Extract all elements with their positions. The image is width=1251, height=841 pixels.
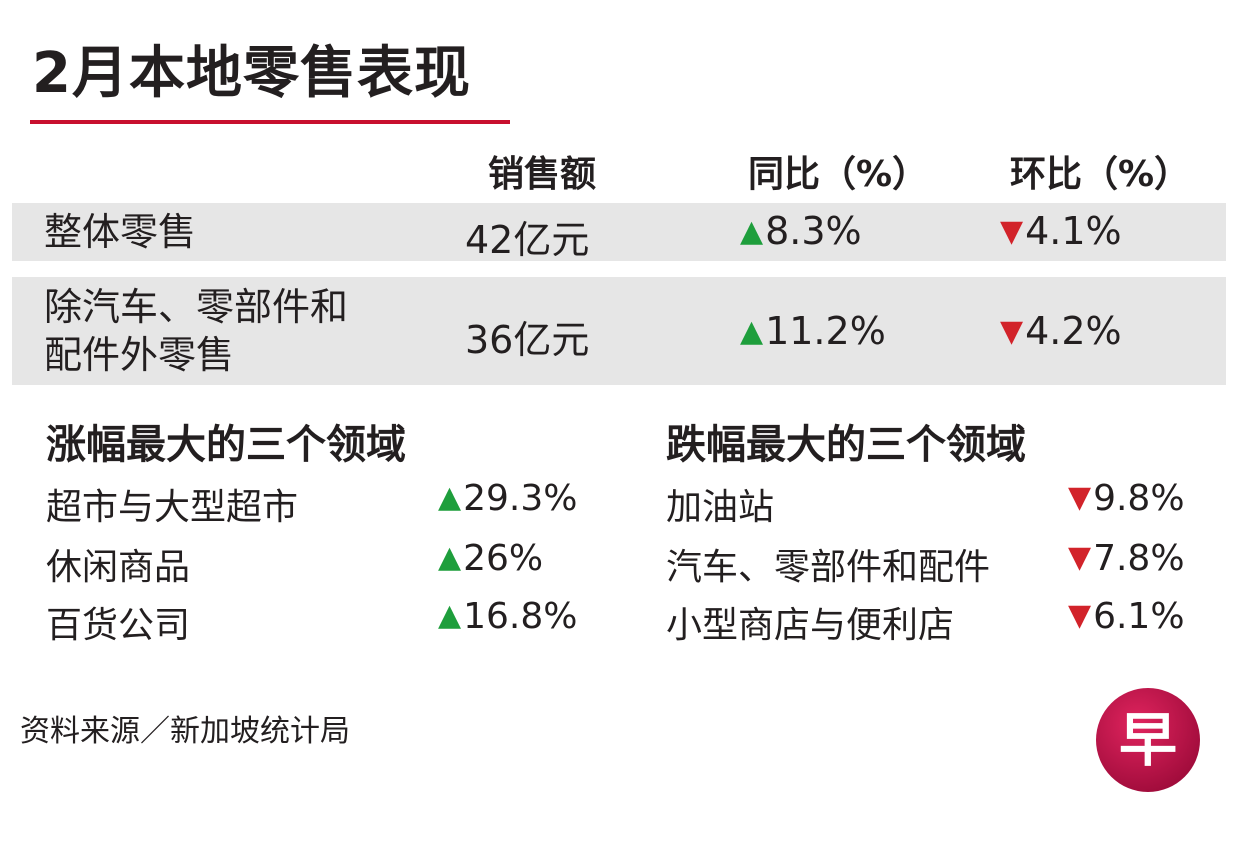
row-sales: 42亿元 <box>465 218 590 262</box>
triangle-down-icon: ▼ <box>1000 314 1024 349</box>
source-note: 资料来源／新加坡统计局 <box>20 714 350 749</box>
gainer-label: 休闲商品 <box>46 547 191 588</box>
triangle-down-icon: ▼ <box>1000 214 1024 249</box>
loser-value: ▼6.1% <box>1068 596 1185 637</box>
losers-title: 跌幅最大的三个领域 <box>666 422 1026 468</box>
loser-value: ▼7.8% <box>1068 538 1185 579</box>
triangle-up-icon: ▲ <box>740 214 764 249</box>
row-mom: ▼4.2% <box>1000 309 1122 353</box>
triangle-up-icon: ▲ <box>438 598 462 633</box>
header-mom: 环比（%） <box>1010 154 1191 195</box>
table-row: 除汽车、零部件和 配件外零售 36亿元 ▲11.2% ▼4.2% <box>12 277 1226 385</box>
triangle-up-icon: ▲ <box>438 540 462 575</box>
title-underline <box>30 120 510 124</box>
loser-value: ▼9.8% <box>1068 478 1185 519</box>
row-yoy: ▲11.2% <box>740 309 886 353</box>
loser-label: 汽车、零部件和配件 <box>666 547 991 588</box>
triangle-down-icon: ▼ <box>1068 480 1092 515</box>
triangle-down-icon: ▼ <box>1068 598 1092 633</box>
triangle-up-icon: ▲ <box>438 480 462 515</box>
triangle-down-icon: ▼ <box>1068 540 1092 575</box>
loser-label: 小型商店与便利店 <box>666 605 955 646</box>
row-label-line1: 除汽车、零部件和 <box>44 285 349 329</box>
triangle-up-icon: ▲ <box>740 314 764 349</box>
row-yoy: ▲8.3% <box>740 209 862 253</box>
header-sales: 销售额 <box>488 154 597 195</box>
gainer-label: 超市与大型超市 <box>46 487 299 528</box>
loser-label: 加油站 <box>666 487 775 528</box>
row-label: 整体零售 <box>44 210 197 254</box>
svg-text:早: 早 <box>1119 706 1177 774</box>
table-row: 整体零售 42亿元 ▲8.3% ▼4.1% <box>12 203 1226 262</box>
page-title: 2月本地零售表现 <box>32 41 471 106</box>
gainer-value: ▲16.8% <box>438 596 578 637</box>
gainers-title: 涨幅最大的三个领域 <box>46 422 406 468</box>
header-yoy: 同比（%） <box>748 154 929 195</box>
row-label-line2: 配件外零售 <box>44 333 235 377</box>
gainer-value: ▲29.3% <box>438 478 578 519</box>
row-mom: ▼4.1% <box>1000 209 1122 253</box>
gainer-value: ▲26% <box>438 538 544 579</box>
row-sales: 36亿元 <box>465 318 590 362</box>
gainer-label: 百货公司 <box>46 605 191 646</box>
zaobao-logo-icon: 早 <box>1094 686 1202 798</box>
